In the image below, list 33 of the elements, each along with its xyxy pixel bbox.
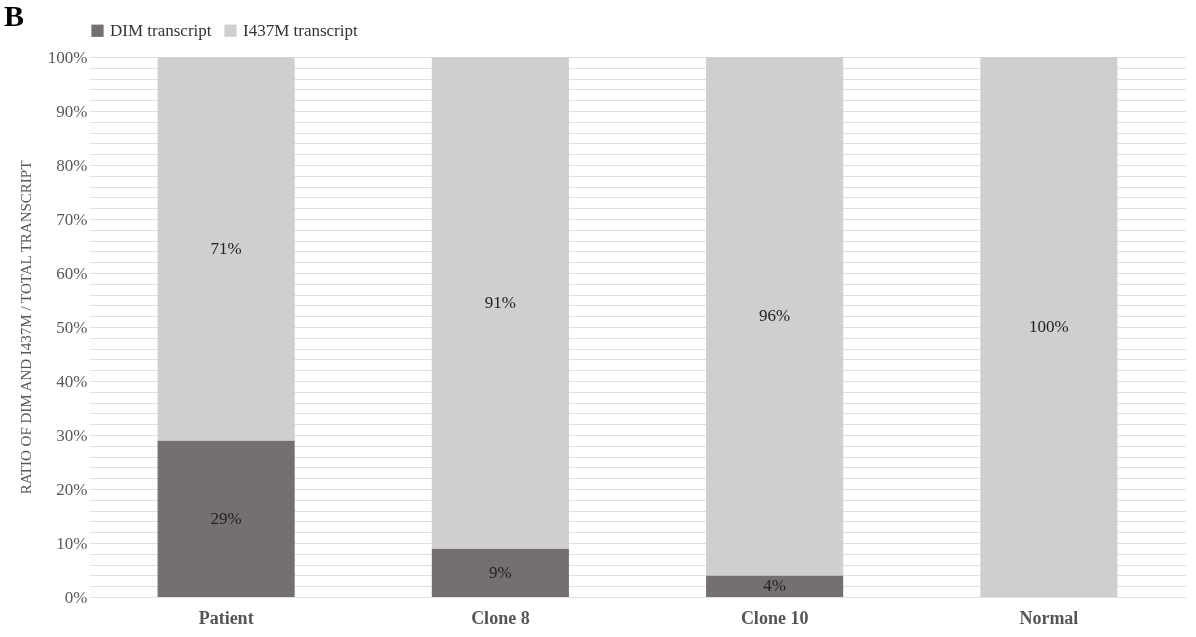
y-tick-label: 0% — [64, 587, 88, 607]
x-tick-label: Clone 10 — [740, 607, 809, 628]
bar — [706, 57, 844, 576]
y-tick-label: 10% — [56, 533, 88, 553]
data-label: 100% — [1029, 317, 1069, 336]
data-label: 9% — [489, 562, 512, 582]
y-tick-label: 20% — [56, 479, 88, 499]
y-tick-label: 60% — [56, 263, 88, 283]
bar — [980, 57, 1118, 597]
bar — [157, 440, 295, 597]
y-tick-label: 100% — [47, 47, 88, 67]
y-tick-label: 50% — [56, 317, 88, 337]
y-tick-label: 80% — [56, 155, 88, 175]
text: B — [4, 0, 25, 32]
y-tick-label: 90% — [56, 101, 88, 121]
legend-label: DIM transcript — [110, 20, 212, 40]
y-tick-label: 40% — [56, 371, 88, 391]
data-label: 4% — [763, 576, 786, 596]
legend-label: I437M transcript — [243, 20, 358, 40]
y-axis-title: RATIO OF DIM AND I437M / TOTAL TRANSCRIPT — [17, 160, 34, 495]
bar — [431, 548, 569, 597]
bar — [706, 575, 844, 597]
bar — [431, 57, 569, 549]
data-label: 29% — [210, 508, 242, 528]
x-tick-label: Clone 8 — [471, 607, 530, 628]
data-label: 71% — [210, 238, 242, 258]
data-label: 96% — [759, 306, 791, 326]
bar — [157, 57, 295, 441]
x-tick-label: Patient — [198, 607, 254, 628]
y-tick-label: 70% — [56, 209, 88, 229]
y-tick-label: 30% — [56, 425, 88, 445]
x-tick-label: Normal — [1019, 607, 1079, 628]
data-label: 91% — [484, 292, 516, 312]
